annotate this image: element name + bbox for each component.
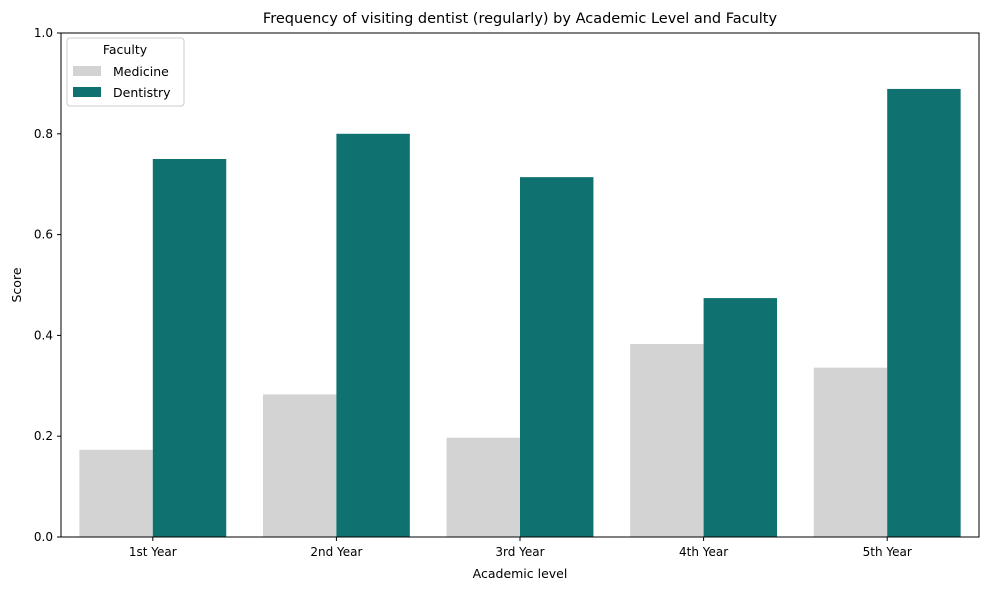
bar-dentistry-2 [336,133,410,538]
x-axis-title: Academic level [473,566,568,581]
legend: Faculty Medicine Dentistry [66,37,185,107]
bar-dentistry-3 [520,177,594,537]
bar-medicine-2 [262,394,337,537]
y-tick-label: 0.6 [34,228,53,242]
bar-medicine-1 [79,449,153,537]
legend-title: Faculty [103,42,148,57]
bar-medicine-5 [813,367,888,537]
bar-dentistry-4 [703,298,778,537]
x-tick-label: 5th Year [863,545,912,559]
y-axis-title: Score [9,267,24,302]
chart-title: Frequency of visiting dentist (regularly… [263,11,778,27]
bar-dentistry-5 [887,88,961,537]
x-tick-label: 2nd Year [310,545,362,559]
y-tick-label: 0.4 [34,328,53,342]
bar-dentistry-1 [152,159,227,537]
x-axis: 1st Year 2nd Year 3rd Year 4th Year 5th Year [129,537,912,559]
bar-medicine-4 [630,343,704,537]
bar-medicine-3 [446,437,520,537]
x-tick-label: 1st Year [129,545,177,559]
legend-swatch-dentistry [73,87,101,97]
y-axis: 0.0 0.2 0.4 0.6 0.8 1.0 [34,26,61,544]
y-tick-label: 0.8 [34,127,53,141]
plot-frame [60,32,980,538]
x-tick-label: 3rd Year [495,545,544,559]
bars-group [79,88,961,538]
legend-swatch-medicine [73,66,101,76]
y-tick-label: 0.0 [34,530,53,544]
legend-label-medicine: Medicine [113,64,169,79]
x-tick-label: 4th Year [679,545,728,559]
y-tick-label: 1.0 [34,26,53,40]
y-tick-label: 0.2 [34,429,53,443]
legend-label-dentistry: Dentistry [113,85,171,100]
